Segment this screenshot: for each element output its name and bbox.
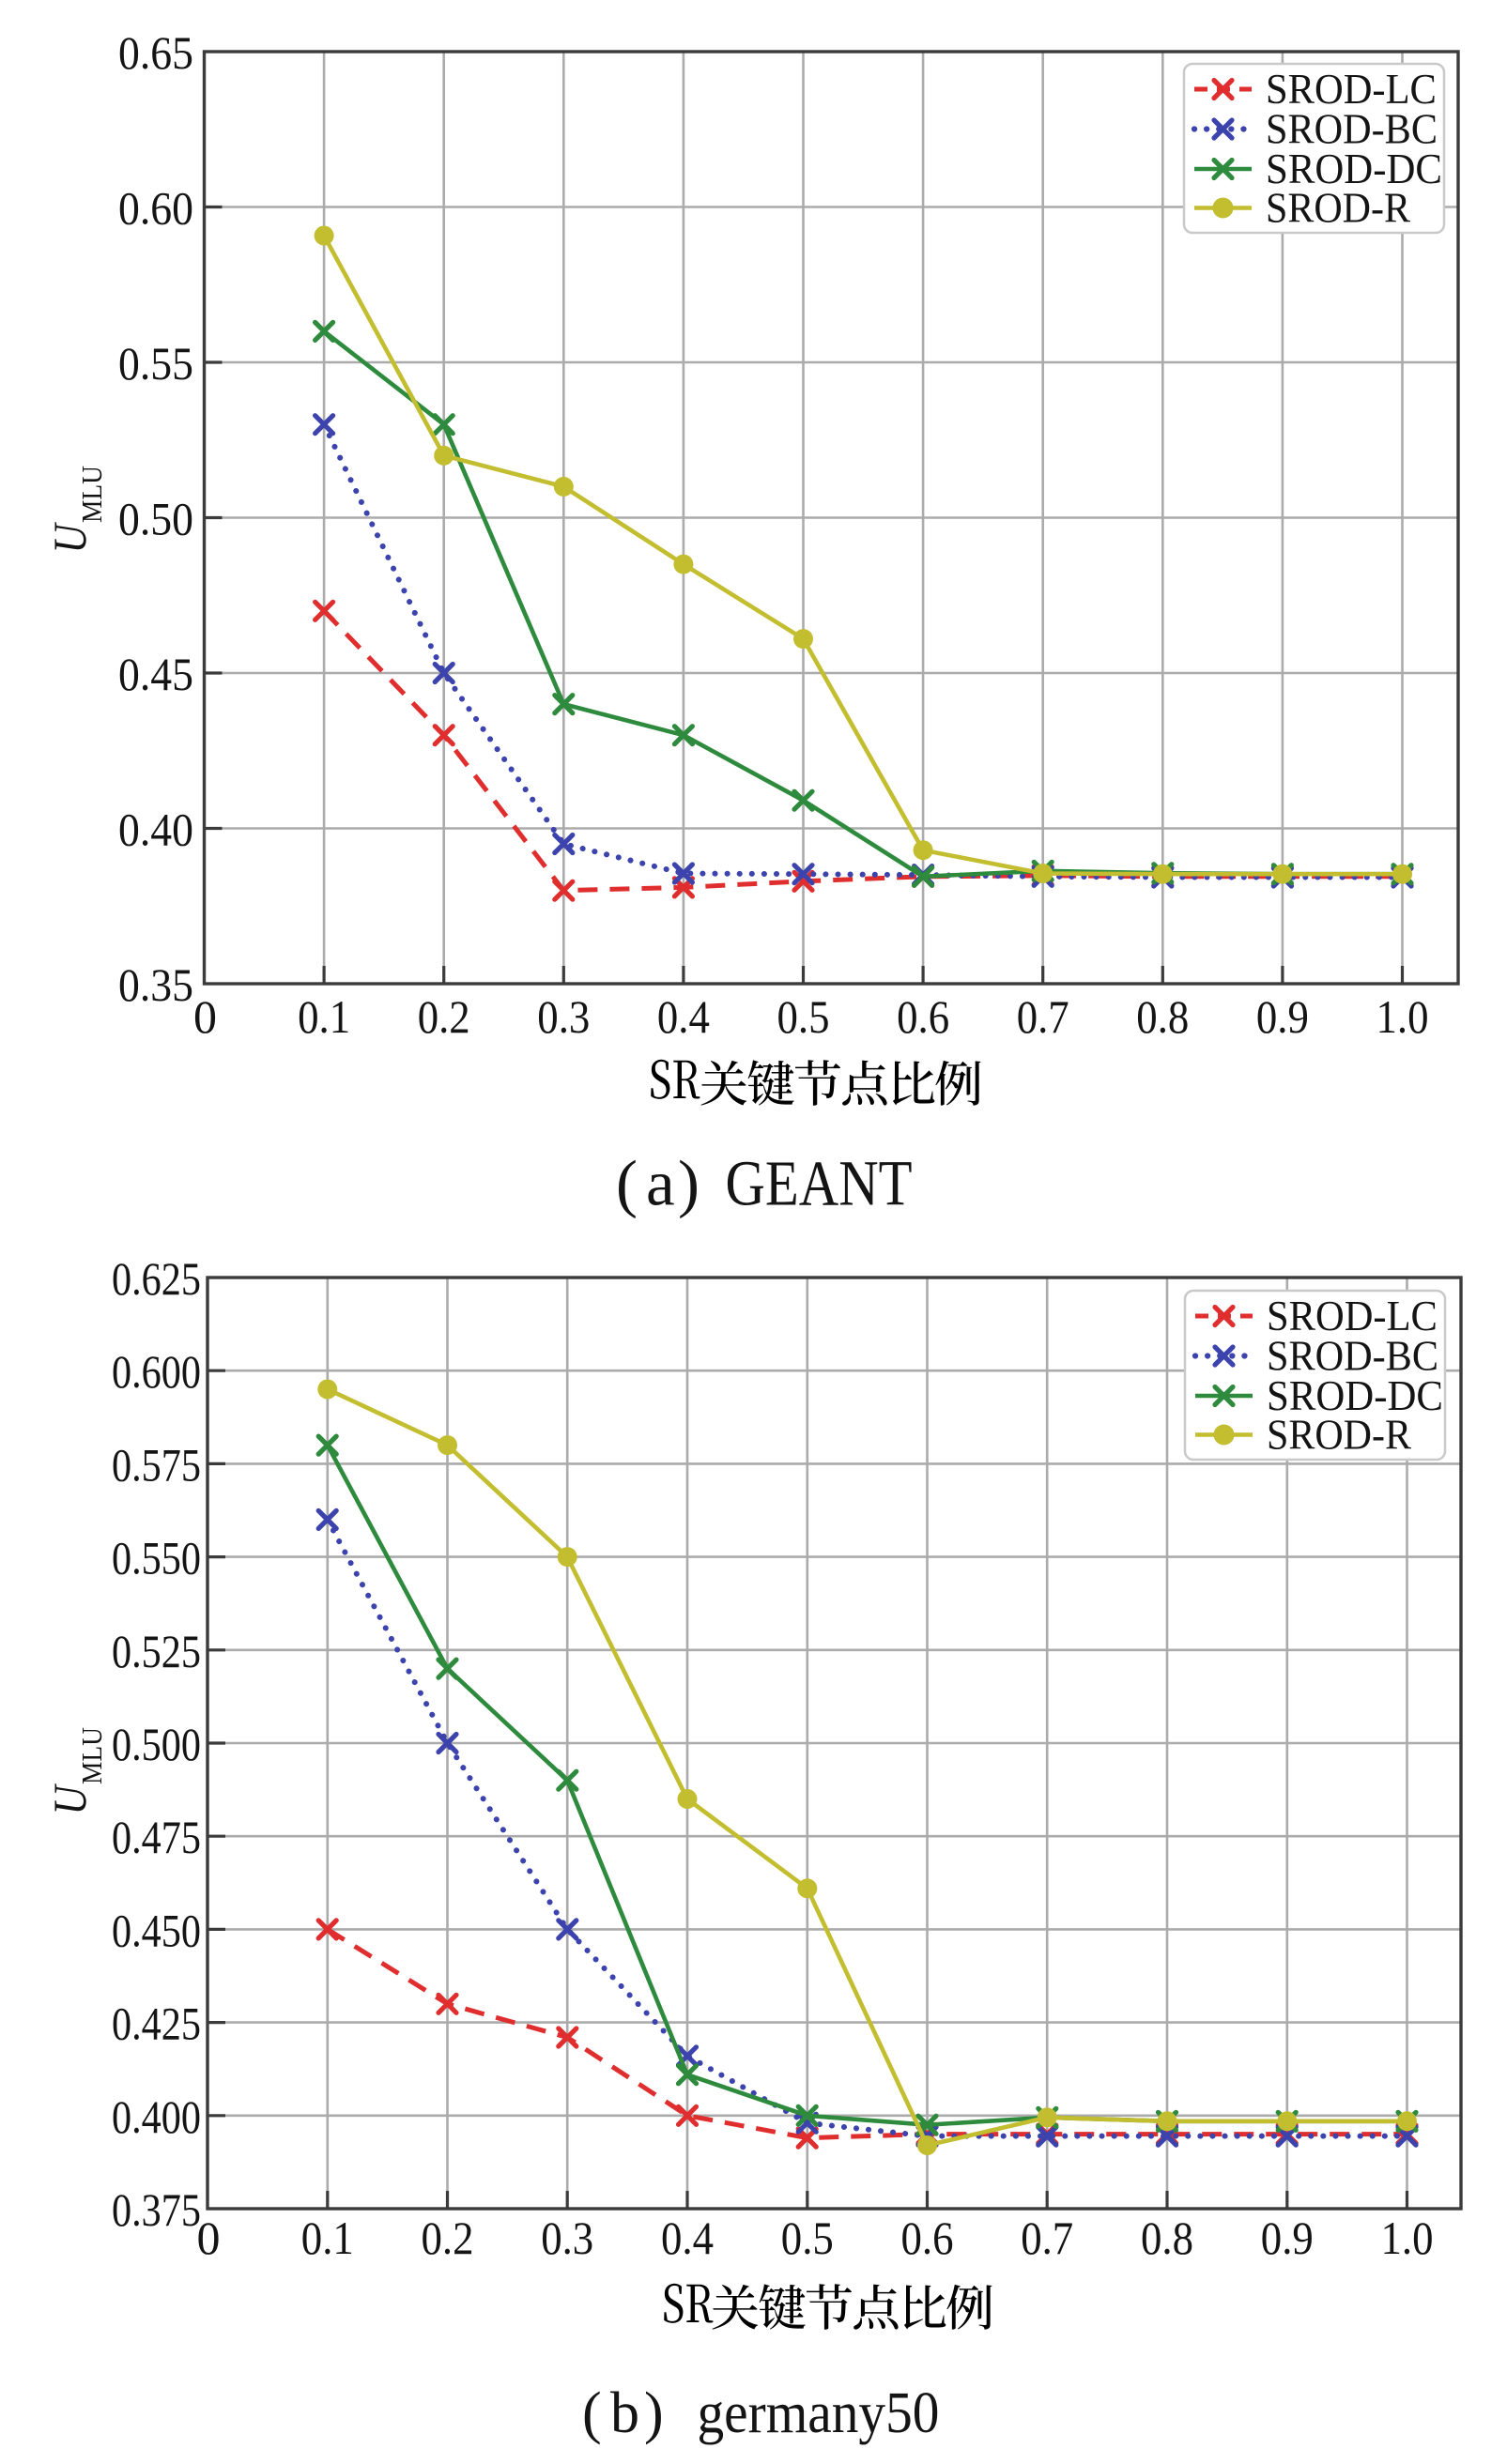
- svg-text:0.525: 0.525: [112, 1627, 201, 1678]
- svg-text:0.4: 0.4: [661, 2213, 714, 2265]
- svg-text:germany50: germany50: [698, 2380, 940, 2445]
- svg-text:0.65: 0.65: [118, 27, 193, 79]
- svg-text:0.55: 0.55: [118, 338, 193, 390]
- svg-text:GEANT: GEANT: [726, 1147, 913, 1218]
- svg-text:0.9: 0.9: [1261, 2213, 1314, 2265]
- svg-text:0.1: 0.1: [301, 2213, 354, 2265]
- svg-text:0.2: 0.2: [418, 992, 470, 1044]
- svg-text:1.0: 1.0: [1380, 2213, 1433, 2265]
- svg-text:): ): [678, 1148, 700, 1219]
- svg-text:SROD-BC: SROD-BC: [1266, 106, 1438, 153]
- svg-text:SROD-DC: SROD-DC: [1267, 1372, 1443, 1419]
- svg-text:0.60: 0.60: [118, 183, 193, 235]
- svg-text:(: (: [616, 1148, 638, 1219]
- svg-text:): ): [644, 2381, 664, 2445]
- svg-text:0.1: 0.1: [298, 992, 350, 1044]
- svg-text:0.7: 0.7: [1017, 992, 1069, 1044]
- svg-text:SROD-R: SROD-R: [1266, 185, 1410, 232]
- svg-text:0.475: 0.475: [112, 1813, 201, 1864]
- svg-text:0.6: 0.6: [897, 992, 949, 1044]
- svg-text:0.500: 0.500: [112, 1720, 201, 1771]
- svg-text:U: U: [44, 521, 97, 553]
- svg-text:0.550: 0.550: [112, 1533, 201, 1584]
- svg-text:0.9: 0.9: [1256, 992, 1309, 1044]
- svg-text:0.575: 0.575: [112, 1440, 201, 1492]
- svg-text:0: 0: [197, 2211, 221, 2264]
- svg-text:0: 0: [193, 990, 217, 1043]
- svg-text:0.600: 0.600: [112, 1347, 201, 1399]
- svg-text:1.0: 1.0: [1376, 992, 1428, 1044]
- svg-text:0.3: 0.3: [537, 992, 590, 1044]
- svg-text:MLU: MLU: [77, 1727, 109, 1784]
- svg-text:SROD-DC: SROD-DC: [1266, 145, 1442, 192]
- svg-text:0.45: 0.45: [118, 649, 193, 700]
- svg-text:0.625: 0.625: [112, 1254, 201, 1306]
- svg-text:0.2: 0.2: [421, 2213, 473, 2265]
- svg-text:SROD-LC: SROD-LC: [1267, 1293, 1438, 1339]
- svg-text:0.6: 0.6: [900, 2213, 953, 2265]
- svg-text:0.425: 0.425: [112, 1998, 201, 2050]
- svg-text:0.3: 0.3: [541, 2213, 593, 2265]
- svg-text:0.375: 0.375: [112, 2185, 201, 2237]
- svg-text:0.50: 0.50: [118, 494, 193, 545]
- svg-text:0.8: 0.8: [1136, 992, 1189, 1044]
- svg-text:0.7: 0.7: [1021, 2213, 1073, 2265]
- svg-text:U: U: [44, 1783, 97, 1814]
- svg-text:0.450: 0.450: [112, 1905, 201, 1957]
- svg-text:0.400: 0.400: [112, 2092, 201, 2144]
- svg-text:0.5: 0.5: [777, 992, 829, 1044]
- svg-text:a: a: [646, 1148, 675, 1219]
- svg-text:0.4: 0.4: [657, 992, 710, 1044]
- svg-text:(: (: [582, 2381, 602, 2445]
- svg-text:SROD-BC: SROD-BC: [1267, 1333, 1438, 1380]
- svg-text:SROD-LC: SROD-LC: [1266, 67, 1437, 113]
- svg-text:MLU: MLU: [77, 466, 109, 523]
- svg-text:0.5: 0.5: [781, 2213, 834, 2265]
- svg-text:0.40: 0.40: [118, 804, 193, 856]
- svg-text:0.35: 0.35: [118, 959, 193, 1011]
- svg-text:0.8: 0.8: [1141, 2213, 1193, 2265]
- svg-text:b: b: [610, 2381, 639, 2445]
- svg-text:SROD-R: SROD-R: [1267, 1412, 1411, 1459]
